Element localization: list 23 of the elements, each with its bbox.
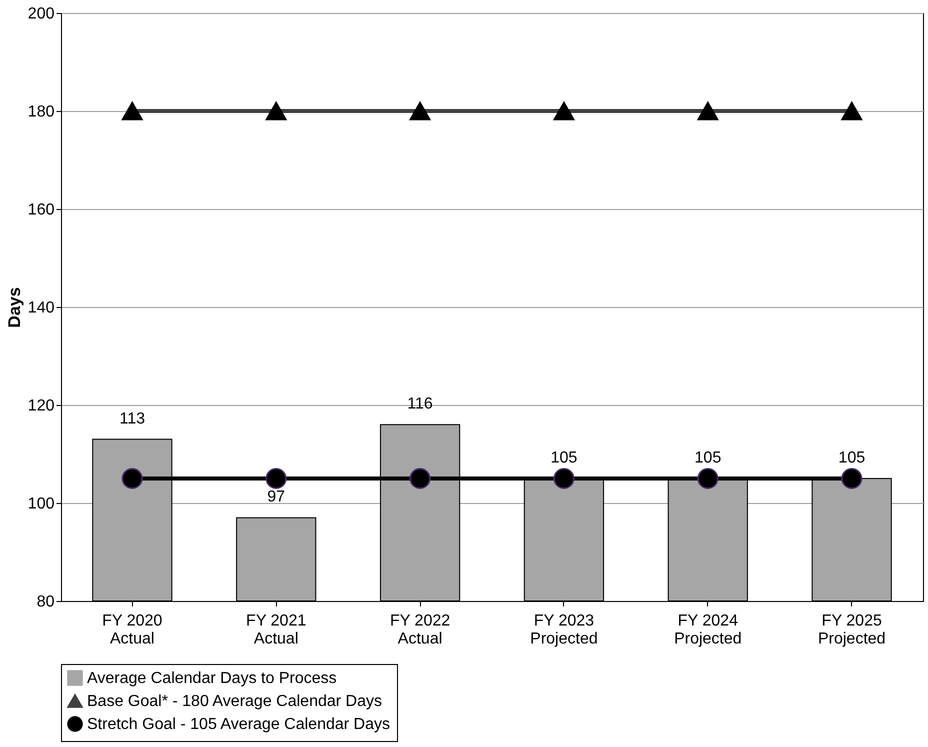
y-tick-label: 80 — [36, 594, 55, 610]
x-tick-label: FY 2021 Actual — [246, 612, 306, 648]
y-tick-label: 140 — [28, 300, 55, 316]
y-tick-label: 100 — [28, 496, 55, 512]
data-label: 105 — [550, 450, 578, 466]
y-axis-title: Days — [4, 287, 24, 328]
x-tick-label: FY 2023 Projected — [530, 612, 598, 648]
y-tick-label: 200 — [28, 6, 55, 22]
data-label: 105 — [838, 450, 866, 466]
y-tick-label: 180 — [28, 104, 55, 120]
x-tick-label: FY 2020 Actual — [102, 612, 162, 648]
x-tick-label: FY 2025 Projected — [818, 612, 886, 648]
legend-label: Average Calendar Days to Process — [87, 670, 337, 687]
y-tick-label: 120 — [28, 398, 55, 414]
data-label: 97 — [267, 488, 286, 506]
data-label: 116 — [407, 396, 433, 413]
legend-label: Stretch Goal - 105 Average Calendar Days — [87, 716, 390, 733]
x-tick-label: FY 2022 Actual — [390, 612, 450, 648]
y-tick-label: 160 — [28, 202, 55, 218]
x-tick-label: FY 2024 Projected — [674, 612, 742, 648]
legend-label: Base Goal* - 180 Average Calendar Days — [87, 693, 382, 710]
data-label: 113 — [119, 410, 146, 428]
data-label: 105 — [694, 450, 722, 466]
